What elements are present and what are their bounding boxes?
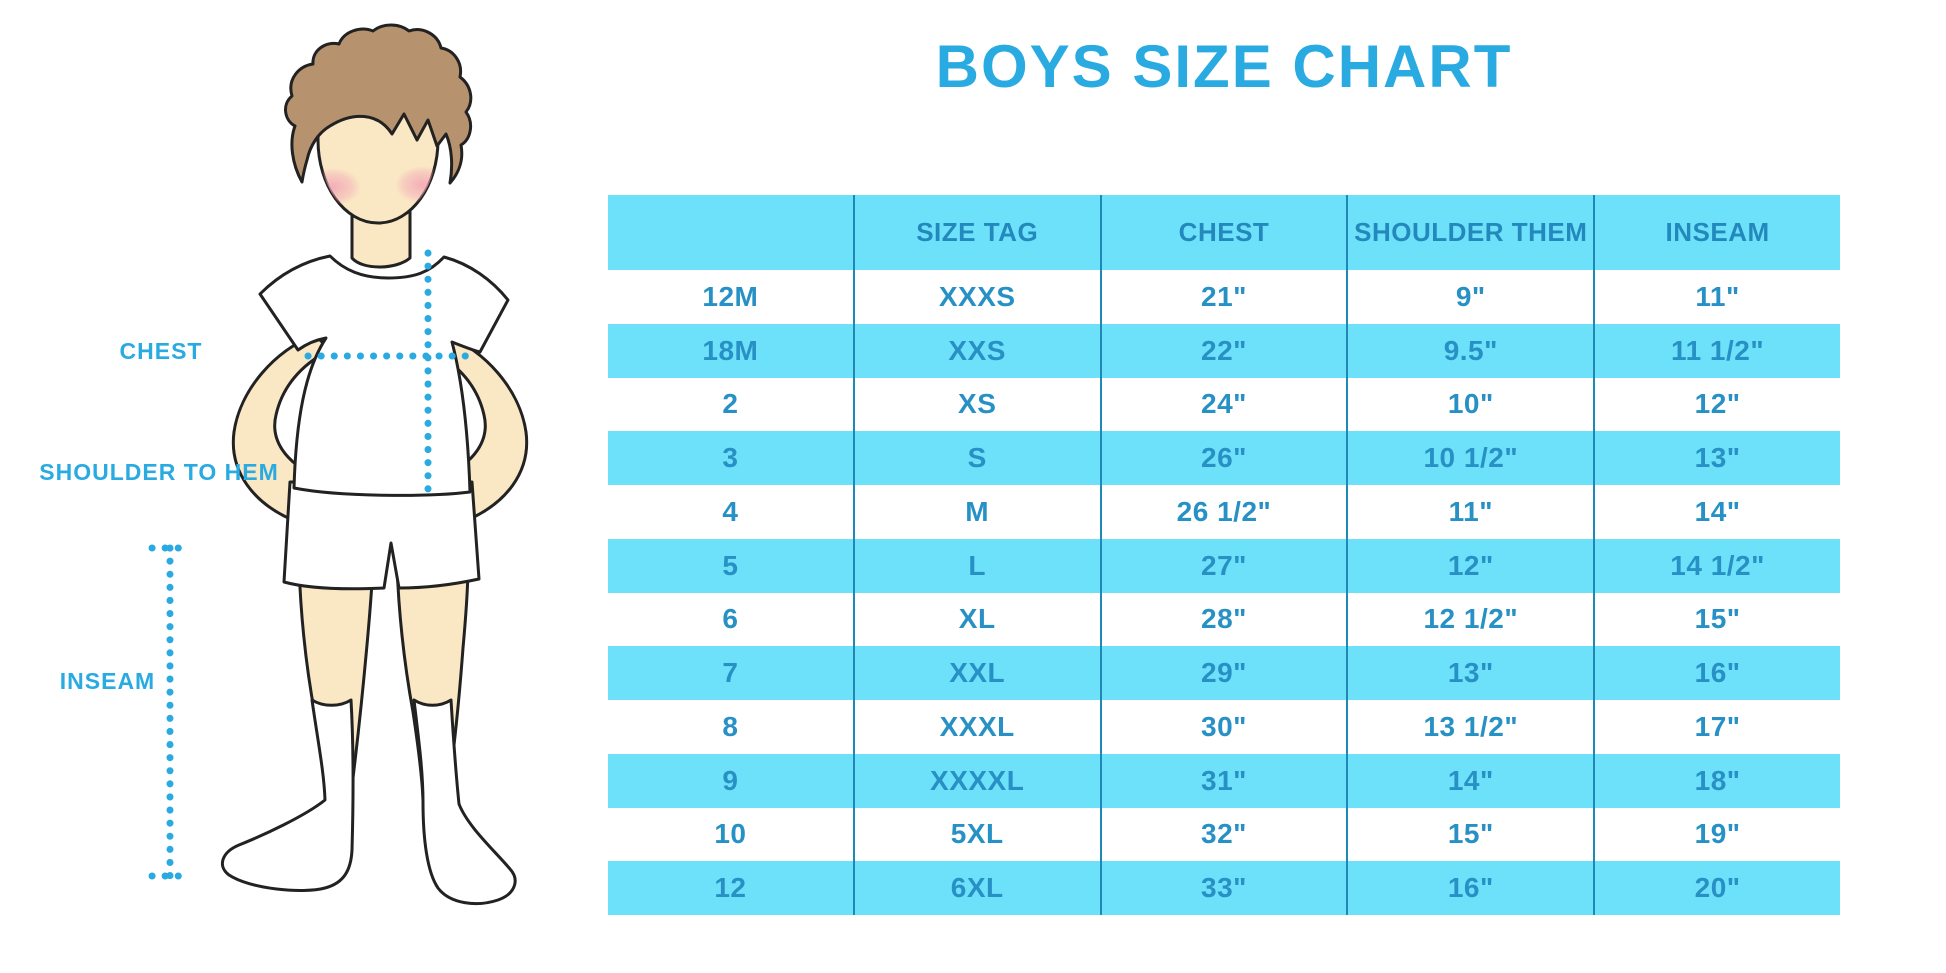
table-row: 10 5XL 32" 15" 19" xyxy=(608,807,1840,862)
table-cell: 21" xyxy=(1099,270,1347,324)
table-cell: XL xyxy=(852,592,1100,647)
table-cell: 20" xyxy=(1593,861,1840,915)
table-cell: XXXL xyxy=(852,700,1100,754)
table-cell: 10" xyxy=(1346,377,1593,432)
table-cell: 16" xyxy=(1593,646,1840,700)
table-cell: S xyxy=(852,431,1100,485)
boy-tshirt xyxy=(258,254,510,497)
shoulder-to-hem-measure-label: SHOULDER TO HEM xyxy=(39,459,279,485)
table-cell: 12" xyxy=(1346,538,1593,593)
chest-measure-label: CHEST xyxy=(119,338,203,364)
table-cell: M xyxy=(852,485,1100,539)
table-cell: XXXS xyxy=(852,270,1100,324)
table-cell: 28" xyxy=(1099,592,1347,647)
boy-illustration xyxy=(148,23,529,906)
table-cell: 18M xyxy=(702,334,759,366)
table-cell: 14" xyxy=(1346,753,1593,808)
table-row: 7 XXL 29" 13" 16" xyxy=(608,646,1840,700)
table-cell: 15" xyxy=(1346,807,1593,862)
table-cell: 14" xyxy=(1593,485,1840,539)
column-header-chest: CHEST xyxy=(1099,195,1347,270)
table-row: 4 M 26 1/2" 11" 14" xyxy=(608,485,1840,539)
size-table-body: 12M XXXS 21" 9" 11" 18M XXS 22" 9.5" 11 1/2" 2 XS 24… xyxy=(608,270,1840,915)
table-cell: 33" xyxy=(1099,861,1347,915)
table-cell: 12M xyxy=(702,280,759,312)
table-cell: 10 1/2" xyxy=(1346,431,1593,485)
table-cell: 11" xyxy=(1593,270,1840,324)
table-row: 2 XS 24" 10" 12" xyxy=(608,377,1840,432)
table-cell: 12 xyxy=(714,872,747,904)
table-cell: L xyxy=(852,538,1100,593)
table-cell: 31" xyxy=(1099,753,1347,808)
table-cell: 30" xyxy=(1099,700,1347,754)
table-cell: 9 xyxy=(722,764,739,796)
table-cell: 5 xyxy=(722,549,739,581)
table-cell: 12" xyxy=(1593,377,1840,432)
table-row: 5 L 27" 12" 14 1/2" xyxy=(608,538,1840,593)
table-row: 3 S 26" 10 1/2" 13" xyxy=(608,431,1840,485)
table-cell: 7 xyxy=(722,657,739,689)
table-cell: 22" xyxy=(1099,323,1347,378)
table-cell: 18" xyxy=(1593,753,1840,808)
table-cell: 10 xyxy=(714,818,747,850)
table-cell: 2 xyxy=(722,388,739,420)
table-cell: 14 1/2" xyxy=(1593,538,1840,593)
table-cell: 32" xyxy=(1099,807,1347,862)
table-cell: 8 xyxy=(722,710,739,742)
table-cell: 9" xyxy=(1346,270,1593,324)
table-cell: 13" xyxy=(1346,646,1593,700)
table-cell: 29" xyxy=(1099,646,1347,700)
table-cell: 4 xyxy=(722,495,739,527)
table-cell: 13" xyxy=(1593,431,1840,485)
table-row: 6 XL 28" 12 1/2" 15" xyxy=(608,592,1840,647)
table-cell: 11" xyxy=(1346,485,1593,539)
boy-hair xyxy=(284,23,473,185)
column-header-inseam: INSEAM xyxy=(1593,195,1840,270)
table-cell: 6 xyxy=(722,603,739,635)
table-cell: XS xyxy=(852,377,1100,432)
table-cell: 12 1/2" xyxy=(1346,592,1593,647)
table-row: 9 XXXXL 31" 14" 18" xyxy=(608,753,1840,808)
column-header-blank xyxy=(608,195,853,270)
table-cell: 5XL xyxy=(852,807,1100,862)
table-cell: XXXXL xyxy=(852,753,1100,808)
table-cell: 17" xyxy=(1593,700,1840,754)
boy-right-sock xyxy=(412,698,517,906)
table-cell: XXL xyxy=(852,646,1100,700)
table-row: 8 XXXL 30" 13 1/2" 17" xyxy=(608,700,1840,754)
column-header-shoulder-them: SHOULDER THEM xyxy=(1346,195,1593,270)
page-title: BOYS SIZE CHART xyxy=(935,33,1513,100)
boy-shorts xyxy=(282,480,481,591)
table-cell: 27" xyxy=(1099,538,1347,593)
table-row: 12M XXXS 21" 9" 11" xyxy=(608,270,1840,324)
table-cell: 9.5" xyxy=(1346,323,1593,378)
table-row: 12 6XL 33" 16" 20" xyxy=(608,861,1840,915)
column-header-size-tag: SIZE TAG xyxy=(852,195,1100,270)
table-cell: 3 xyxy=(722,442,739,474)
table-cell: 13 1/2" xyxy=(1346,700,1593,754)
table-cell: 19" xyxy=(1593,807,1840,862)
table-cell: 6XL xyxy=(852,861,1100,915)
table-cell: 15" xyxy=(1593,592,1840,647)
table-cell: 26" xyxy=(1099,431,1347,485)
table-cell: 16" xyxy=(1346,861,1593,915)
table-row: 18M XXS 22" 9.5" 11 1/2" xyxy=(608,323,1840,378)
boy-left-sock xyxy=(220,698,355,892)
table-cell: 26 1/2" xyxy=(1099,485,1347,539)
inseam-measure-label: INSEAM xyxy=(59,668,156,694)
table-cell: 11 1/2" xyxy=(1593,323,1840,378)
size-table: SIZE TAG CHEST SHOULDER THEM INSEAM 12M X… xyxy=(608,195,1840,915)
table-cell: XXS xyxy=(852,323,1100,378)
table-header-row: SIZE TAG CHEST SHOULDER THEM INSEAM xyxy=(608,195,1840,270)
table-cell: 24" xyxy=(1099,377,1347,432)
